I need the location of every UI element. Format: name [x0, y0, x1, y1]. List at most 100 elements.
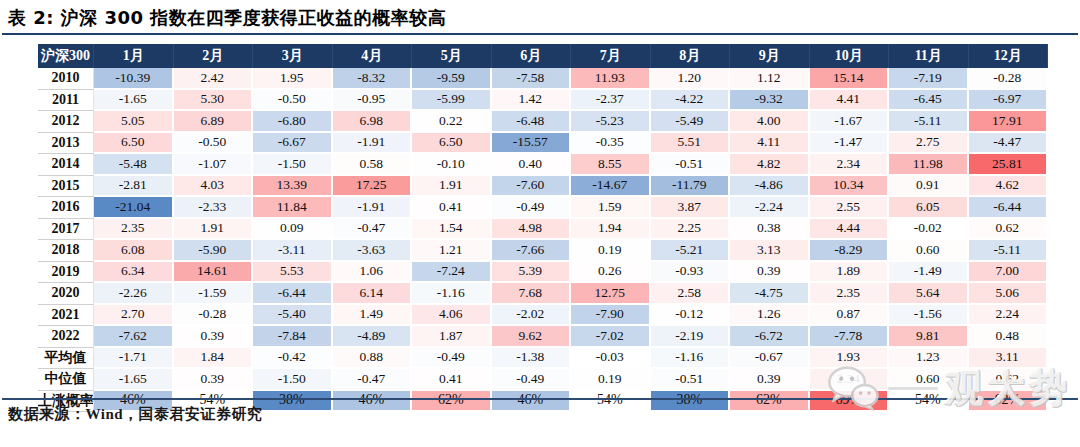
- value-cell: -0.47: [333, 369, 413, 391]
- data-source-note: 数据来源：Wind，国泰君安证券研究: [8, 405, 263, 424]
- value-cell: -4.86: [730, 176, 810, 198]
- value-cell: -0.50: [253, 90, 333, 112]
- value-cell: -3.11: [253, 240, 333, 262]
- row-label: 2018: [38, 240, 94, 262]
- value-cell: 6.14: [333, 283, 413, 305]
- table-row-2010: 2010-10.392.421.95-8.32-9.59-7.5811.931.…: [38, 68, 1048, 90]
- table-row-2013: 20136.50-0.50-6.67-1.916.50-15.57-0.355.…: [38, 133, 1048, 155]
- value-cell: 0.39: [730, 369, 810, 391]
- footer-rule: [2, 398, 1078, 400]
- value-cell: 1.26: [730, 305, 810, 327]
- row-label: 2011: [38, 90, 94, 112]
- value-cell: 5.06: [969, 283, 1049, 305]
- row-label: 2020: [38, 283, 94, 305]
- table-row-2011: 2011-1.655.30-0.50-0.95-5.991.42-2.37-4.…: [38, 90, 1048, 112]
- value-cell: -0.42: [253, 348, 333, 370]
- value-cell: -2.81: [94, 176, 174, 198]
- value-cell: 2.70: [94, 305, 174, 327]
- value-cell: 5.05: [94, 111, 174, 133]
- column-header-11月: 11月: [889, 44, 969, 68]
- value-cell: -6.67: [253, 133, 333, 155]
- value-cell: 6.50: [412, 133, 492, 155]
- row-label: 2022: [38, 326, 94, 348]
- value-cell: 62%: [730, 391, 810, 413]
- value-cell: -7.24: [412, 262, 492, 284]
- value-cell: 5.30: [174, 90, 254, 112]
- value-cell: -4.75: [730, 283, 810, 305]
- value-cell: -5.90: [174, 240, 254, 262]
- value-cell: -0.47: [333, 219, 413, 241]
- value-cell: -1.91: [333, 197, 413, 219]
- column-header-3月: 3月: [253, 44, 333, 68]
- column-header-12月: 12月: [969, 44, 1049, 68]
- value-cell: 4.03: [174, 176, 254, 198]
- value-cell: 4.00: [730, 111, 810, 133]
- value-cell: 62%: [412, 391, 492, 413]
- value-cell: -7.58: [492, 68, 572, 90]
- value-cell: 5.39: [492, 262, 572, 284]
- table-header: 沪深3001月2月3月4月5月6月7月8月9月10月11月12月: [38, 44, 1048, 68]
- value-cell: -6.72: [730, 326, 810, 348]
- value-cell: 2.75: [889, 133, 969, 155]
- value-cell: 54%: [571, 391, 651, 413]
- header-row: 沪深3001月2月3月4月5月6月7月8月9月10月11月12月: [38, 44, 1048, 68]
- row-label: 2010: [38, 68, 94, 90]
- value-cell: 7.68: [492, 283, 572, 305]
- value-cell: -21.04: [94, 197, 174, 219]
- column-header-5月: 5月: [412, 44, 492, 68]
- value-cell: -2.33: [174, 197, 254, 219]
- column-header-9月: 9月: [730, 44, 810, 68]
- value-cell: -1.50: [253, 154, 333, 176]
- value-cell: -1.16: [651, 348, 731, 370]
- value-cell: -5.11: [969, 240, 1049, 262]
- value-cell: 0.19: [571, 240, 651, 262]
- value-cell: 9.62: [492, 326, 572, 348]
- value-cell: 5.51: [651, 133, 731, 155]
- value-cell: 0.88: [333, 348, 413, 370]
- column-header-2月: 2月: [174, 44, 254, 68]
- value-cell: -6.44: [969, 197, 1049, 219]
- value-cell: 4.41: [810, 90, 890, 112]
- table-row-2015: 2015-2.814.0313.3917.251.91-7.60-14.67-1…: [38, 176, 1048, 198]
- value-cell: -8.32: [333, 68, 413, 90]
- value-cell: 15.14: [810, 68, 890, 90]
- value-cell: 0.40: [492, 154, 572, 176]
- row-label: 2012: [38, 111, 94, 133]
- value-cell: -0.03: [571, 348, 651, 370]
- value-cell: 5.53: [253, 262, 333, 284]
- value-cell: 69%: [810, 391, 890, 413]
- value-cell: -8.29: [810, 240, 890, 262]
- value-cell: -0.50: [174, 133, 254, 155]
- value-cell: 0.38: [730, 219, 810, 241]
- value-cell: 0.41: [412, 197, 492, 219]
- value-cell: 46%: [492, 391, 572, 413]
- value-cell: -0.95: [333, 90, 413, 112]
- value-cell: -2.37: [571, 90, 651, 112]
- table-row-2017: 20172.351.910.09-0.471.544.981.942.250.3…: [38, 219, 1048, 241]
- value-cell: 46%: [333, 391, 413, 413]
- value-cell: 2.34: [810, 154, 890, 176]
- value-cell: 0.39: [174, 326, 254, 348]
- value-cell: -7.84: [253, 326, 333, 348]
- value-cell: 4.44: [810, 219, 890, 241]
- value-cell: -9.32: [730, 90, 810, 112]
- value-cell: -6.44: [253, 283, 333, 305]
- column-header-1月: 1月: [94, 44, 174, 68]
- value-cell: -1.67: [810, 111, 890, 133]
- value-cell: 9.81: [889, 326, 969, 348]
- value-cell: -7.62: [94, 326, 174, 348]
- row-label: 2016: [38, 197, 94, 219]
- row-label: 2017: [38, 219, 94, 241]
- value-cell: 2.35: [94, 219, 174, 241]
- row-label: 平均值: [38, 348, 94, 370]
- value-cell: -10.39: [94, 68, 174, 90]
- column-header-4月: 4月: [333, 44, 413, 68]
- value-cell: 11.84: [253, 197, 333, 219]
- value-cell: -1.65: [94, 90, 174, 112]
- value-cell: -0.51: [651, 369, 731, 391]
- value-cell: 2.35: [810, 283, 890, 305]
- row-label: 2013: [38, 133, 94, 155]
- value-cell: 0.26: [571, 262, 651, 284]
- value-cell: -1.47: [810, 133, 890, 155]
- value-cell: 8.55: [571, 154, 651, 176]
